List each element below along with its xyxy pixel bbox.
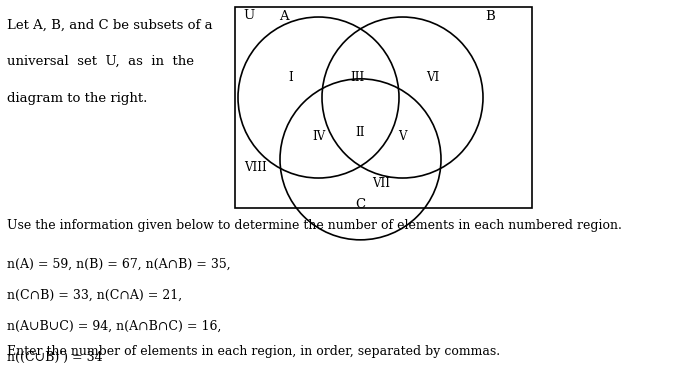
Text: Enter the number of elements in each region, in order, separated by commas.: Enter the number of elements in each reg…: [7, 345, 500, 358]
Text: VII: VII: [372, 177, 391, 190]
Text: III: III: [350, 71, 364, 84]
Text: n(A) = 59, n(B) = 67, n(A∩B) = 35,: n(A) = 59, n(B) = 67, n(A∩B) = 35,: [7, 258, 230, 270]
Text: B: B: [485, 10, 495, 23]
Text: universal  set  U,  as  in  the: universal set U, as in the: [7, 55, 194, 68]
Text: Let A, B, and C be subsets of a: Let A, B, and C be subsets of a: [7, 18, 213, 31]
Text: I: I: [288, 71, 293, 84]
Text: n(C∩B) = 33, n(C∩A) = 21,: n(C∩B) = 33, n(C∩A) = 21,: [7, 289, 182, 302]
Text: IV: IV: [312, 130, 325, 143]
Bar: [234, 7, 532, 208]
Text: VI: VI: [426, 71, 439, 84]
Text: V: V: [398, 130, 407, 143]
Text: U: U: [243, 9, 254, 22]
Text: Use the information given below to determine the number of elements in each numb: Use the information given below to deter…: [7, 219, 622, 232]
Text: VIII: VIII: [244, 161, 267, 174]
Text: A: A: [279, 10, 288, 23]
Text: diagram to the right.: diagram to the right.: [7, 92, 148, 105]
Text: n((C∪B)’) = 34: n((C∪B)’) = 34: [7, 351, 103, 364]
Text: C: C: [356, 198, 365, 211]
Text: II: II: [356, 126, 365, 139]
Text: n(A∪B∪C) = 94, n(A∩B∩C) = 16,: n(A∪B∪C) = 94, n(A∩B∩C) = 16,: [7, 320, 221, 333]
